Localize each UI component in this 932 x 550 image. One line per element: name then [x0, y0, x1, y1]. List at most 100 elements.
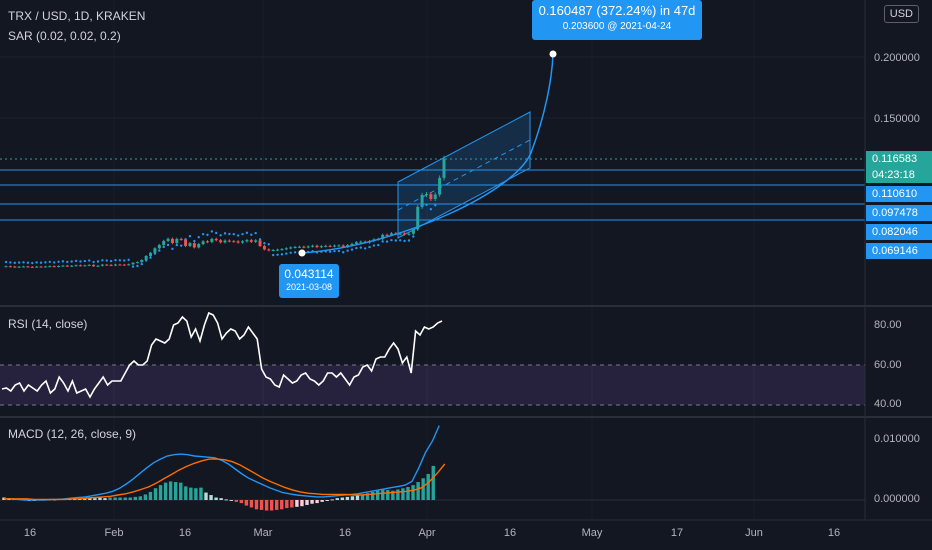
macd-histogram-bar — [325, 500, 329, 501]
sar-dot — [39, 261, 43, 264]
candle-body — [328, 245, 332, 247]
sar-dot — [188, 235, 192, 238]
candle-body — [315, 245, 319, 248]
sar-dot — [363, 247, 367, 250]
macd-histogram-bar — [174, 482, 178, 500]
candle-body — [319, 246, 323, 248]
sar-dot — [407, 239, 411, 242]
sar-dot — [425, 203, 428, 207]
macd-histogram-bar — [305, 500, 309, 505]
candle-body — [188, 243, 192, 246]
macd-histogram-bar — [88, 498, 92, 500]
macd-legend: MACD (12, 26, close, 9) — [8, 427, 137, 441]
sar-dot — [346, 249, 349, 252]
sar-dot — [258, 238, 262, 241]
sar-dot — [210, 230, 214, 233]
sar-dot — [153, 252, 157, 255]
sar-dot — [385, 240, 389, 243]
level-tag: 0.082046 — [866, 224, 932, 240]
sar-dot — [74, 259, 78, 263]
macd-histogram-bar — [179, 482, 183, 500]
sar-dot — [52, 261, 56, 264]
panel-separators — [0, 0, 932, 521]
sar-dot — [70, 260, 73, 263]
price-axis-label: 0.150000 — [874, 113, 920, 125]
candle-body — [127, 264, 131, 266]
macd-histogram-bar — [143, 494, 148, 500]
candle-body — [210, 238, 214, 242]
sar-dots — [4, 171, 446, 268]
macd-histogram-bar — [396, 489, 400, 500]
sar-dot — [96, 260, 100, 263]
candle-body — [39, 266, 43, 268]
sar-dot — [66, 260, 69, 264]
sar-dot — [175, 243, 179, 247]
candle-body — [35, 266, 39, 268]
sar-dot — [158, 249, 161, 252]
candle-body — [271, 250, 275, 252]
candle-body — [429, 194, 433, 200]
currency-button[interactable]: USD — [883, 5, 919, 23]
candle-body — [411, 229, 415, 234]
rsi-series — [0, 311, 865, 406]
candle-body — [227, 240, 231, 242]
sar-dot — [162, 245, 165, 249]
time-axis-label: 17 — [670, 527, 684, 539]
candle-body — [359, 241, 363, 243]
sar-dot — [26, 261, 30, 264]
candle-body — [223, 240, 227, 243]
sar-dot — [381, 240, 384, 243]
candle-body — [13, 266, 17, 268]
macd-histogram-bar — [345, 496, 350, 500]
projection-at: @ — [607, 21, 618, 33]
macd-histogram-bar — [259, 500, 264, 510]
candle-body — [78, 265, 82, 267]
sar-dot — [442, 171, 446, 175]
candle-body — [241, 241, 245, 243]
candle-body — [22, 266, 26, 268]
macd-histogram-bar — [421, 478, 425, 500]
candle-body — [100, 264, 104, 266]
macd-axis-label: 0.000000 — [874, 493, 920, 505]
macd-histogram-bar — [330, 499, 334, 501]
macd-histogram-bar — [123, 497, 127, 500]
candle-body — [70, 265, 74, 267]
macd-histogram-bar — [113, 497, 117, 500]
candle-body — [205, 241, 209, 243]
candle-body — [92, 264, 96, 267]
candle-body — [354, 242, 358, 244]
time-axis-label: Mar — [253, 527, 273, 539]
candle-body — [114, 264, 117, 266]
candle-body — [52, 266, 56, 268]
candle-body — [424, 194, 428, 196]
last-price-tag: 0.116583 — [866, 151, 932, 167]
macd-histogram-bar — [365, 493, 370, 500]
candle-body — [276, 249, 280, 251]
sar-dot — [267, 243, 270, 246]
candle-body — [170, 238, 174, 244]
sar-dot — [118, 259, 122, 262]
macd-histogram-bar — [244, 500, 249, 506]
projection-label: 0.160487 (372.24%) in 47d 0.203600 @ 202… — [532, 0, 702, 40]
candle-body — [105, 264, 109, 266]
sar-dot — [206, 233, 209, 237]
sar-dot — [149, 256, 152, 259]
sar-dot — [9, 261, 12, 264]
sar-dot — [105, 259, 108, 262]
macd-line — [4, 425, 440, 501]
macd-histogram-bar — [98, 497, 102, 500]
candle-body — [109, 264, 113, 266]
candle-body — [385, 234, 389, 236]
macd-histogram-bar — [381, 489, 385, 500]
sar-legend: SAR (0.02, 0.02, 0.2) — [8, 29, 121, 43]
macd-histogram-bar — [93, 498, 97, 500]
macd-histogram-bar — [83, 498, 87, 500]
candle-body — [74, 265, 78, 267]
candle-body — [245, 240, 249, 242]
candle-body — [306, 246, 310, 248]
candle-body — [57, 265, 61, 267]
candle-body — [162, 240, 166, 246]
sar-dot — [109, 259, 113, 263]
sar-dot — [377, 243, 380, 247]
